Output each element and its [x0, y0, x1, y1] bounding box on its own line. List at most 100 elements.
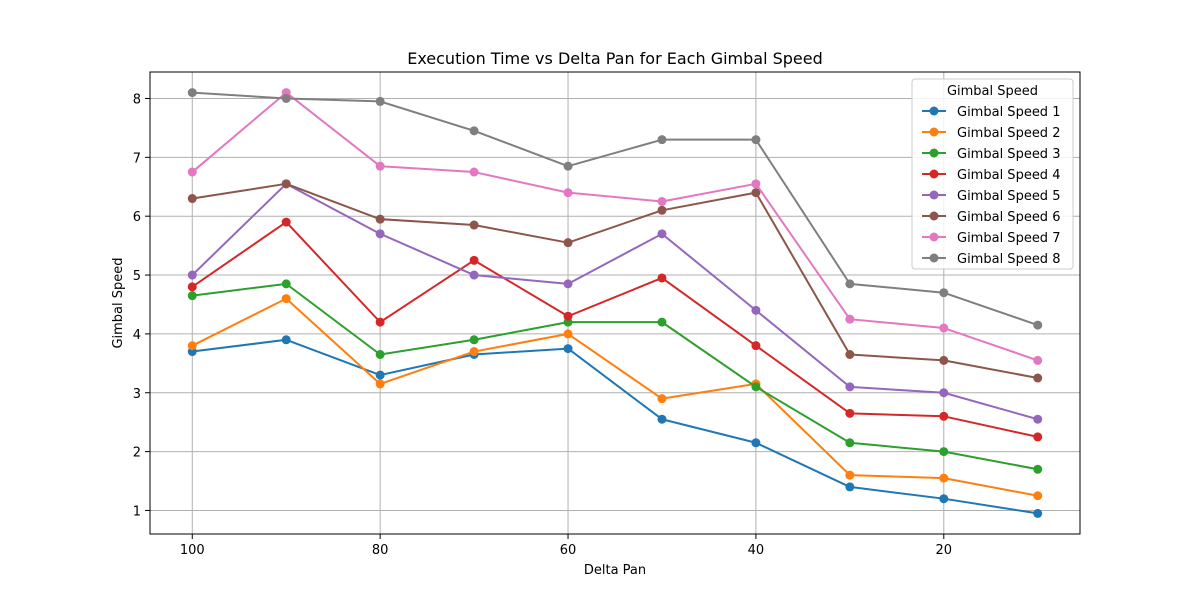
- legend: Gimbal Speed Gimbal Speed 1 Gimbal Speed …: [911, 78, 1074, 270]
- data-point: [375, 379, 385, 389]
- data-point: [375, 161, 385, 171]
- x-axis-title: Delta Pan: [584, 563, 646, 578]
- legend-marker: [929, 148, 939, 158]
- y-tick-label: 5: [133, 269, 141, 284]
- data-point: [939, 411, 949, 421]
- data-point: [281, 294, 291, 304]
- data-point: [187, 88, 197, 98]
- data-point: [187, 194, 197, 204]
- data-point: [187, 270, 197, 280]
- data-point: [939, 473, 949, 483]
- data-point: [845, 279, 855, 289]
- data-point: [375, 229, 385, 239]
- data-point: [469, 255, 479, 265]
- data-point: [751, 382, 761, 392]
- series-gimbal-speed-3: [187, 279, 1043, 474]
- data-point: [281, 93, 291, 103]
- x-tick-label: 60: [560, 543, 577, 558]
- legend-entry-label: Gimbal Speed 6: [957, 210, 1060, 225]
- x-tick-label: 80: [372, 543, 389, 558]
- data-point: [845, 408, 855, 418]
- legend-marker: [929, 127, 939, 137]
- data-point: [845, 482, 855, 492]
- data-point: [375, 317, 385, 327]
- legend-entry-label: Gimbal Speed 5: [957, 189, 1060, 204]
- legend-entry-label: Gimbal Speed 2: [957, 126, 1060, 141]
- legend-entry-label: Gimbal Speed 7: [957, 231, 1060, 246]
- legend-marker: [929, 169, 939, 179]
- data-point: [281, 217, 291, 227]
- data-point: [751, 135, 761, 145]
- data-point: [939, 388, 949, 398]
- data-point: [563, 329, 573, 339]
- x-tick-label: 100: [180, 543, 205, 558]
- legend-marker: [929, 253, 939, 263]
- series-gimbal-speed-7: [187, 88, 1043, 365]
- data-point: [187, 291, 197, 301]
- series-line: [192, 182, 1038, 380]
- data-point: [563, 279, 573, 289]
- data-point: [281, 335, 291, 345]
- data-point: [563, 238, 573, 248]
- series-line: [192, 91, 1039, 327]
- data-point: [845, 470, 855, 480]
- data-point: [469, 167, 479, 177]
- series-gimbal-speed-4: [187, 217, 1043, 442]
- data-point: [1033, 355, 1043, 365]
- data-point: [845, 438, 855, 448]
- data-point: [657, 317, 667, 327]
- data-point: [1033, 491, 1043, 501]
- legend-entry-label: Gimbal Speed 3: [957, 147, 1060, 162]
- series-line: [191, 182, 1038, 421]
- legend-marker: [929, 190, 939, 200]
- data-point: [657, 196, 667, 206]
- data-point: [939, 447, 949, 457]
- legend-entry-label: Gimbal Speed 4: [957, 168, 1060, 183]
- data-point: [375, 214, 385, 224]
- data-point: [281, 179, 291, 189]
- data-point: [563, 311, 573, 321]
- series-line: [191, 221, 1038, 438]
- y-tick-label: 3: [133, 387, 141, 402]
- series-gimbal-speed-5: [187, 179, 1043, 424]
- data-point: [469, 220, 479, 230]
- data-point: [187, 282, 197, 292]
- data-point: [751, 341, 761, 351]
- chart-title: Execution Time vs Delta Pan for Each Gim…: [407, 49, 823, 68]
- data-point: [563, 161, 573, 171]
- data-point: [187, 167, 197, 177]
- data-point: [1033, 320, 1043, 330]
- series-line: [192, 282, 1038, 471]
- data-point: [657, 414, 667, 424]
- data-point: [845, 382, 855, 392]
- y-tick-label: 4: [133, 328, 141, 343]
- series-line: [192, 338, 1038, 515]
- y-tick-label: 7: [133, 151, 141, 166]
- data-point: [469, 335, 479, 345]
- data-point: [845, 349, 855, 359]
- legend-entry-label: Gimbal Speed 1: [957, 105, 1060, 120]
- series-line: [191, 297, 1038, 497]
- data-point: [939, 494, 949, 504]
- data-point: [563, 188, 573, 198]
- data-point: [1033, 373, 1043, 383]
- data-point: [751, 438, 761, 448]
- y-tick-label: 6: [133, 210, 141, 225]
- data-point: [657, 273, 667, 283]
- data-point: [563, 344, 573, 354]
- data-point: [657, 394, 667, 404]
- data-point: [375, 349, 385, 359]
- data-point: [939, 323, 949, 333]
- series-gimbal-speed-8: [187, 88, 1043, 330]
- axis-ticks: 100 80 60 40 20 1 2 3 4 5 6 7 8: [133, 92, 952, 558]
- data-point: [375, 96, 385, 106]
- legend-marker: [929, 106, 939, 116]
- x-tick-label: 40: [748, 543, 765, 558]
- y-tick-label: 2: [133, 446, 141, 461]
- plot-area-frame: [149, 71, 1081, 535]
- data-point: [751, 305, 761, 315]
- data-point: [469, 126, 479, 136]
- data-point: [281, 279, 291, 289]
- legend-entry-label: Gimbal Speed 8: [957, 252, 1060, 267]
